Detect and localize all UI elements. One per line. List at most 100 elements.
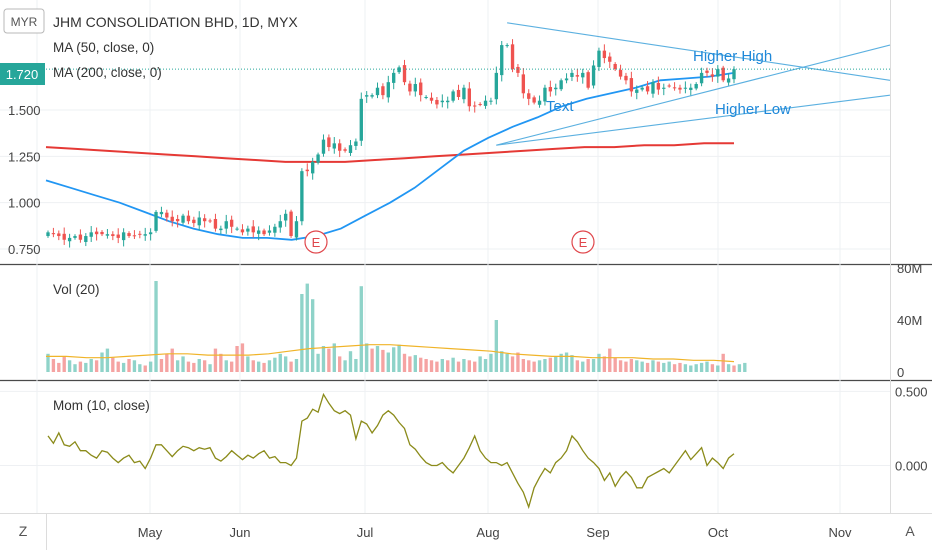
momentum-tick-label: 0.000 <box>895 459 928 474</box>
volume-bar <box>602 356 607 372</box>
volume-bar <box>67 360 72 372</box>
volume-bar <box>121 362 126 372</box>
volume-bar <box>327 348 331 372</box>
volume-bar <box>154 281 158 372</box>
candle-body <box>300 171 304 222</box>
candle-body <box>370 95 374 97</box>
volume-bar <box>202 360 207 372</box>
momentum-legend[interactable]: Mom (10, close) <box>53 398 150 413</box>
candle-body <box>251 226 255 233</box>
volume-bar <box>148 361 153 372</box>
volume-bar <box>57 362 61 372</box>
candle-body <box>537 100 542 105</box>
volume-bars <box>46 281 747 372</box>
volume-bar <box>651 360 655 372</box>
volume-bar <box>305 283 309 372</box>
candle-body <box>635 89 639 93</box>
volume-bar <box>402 353 407 372</box>
candle-body <box>608 56 612 62</box>
candle-body <box>683 87 688 89</box>
higher-low-annotation[interactable]: Higher Low <box>715 101 791 118</box>
volume-bar <box>726 364 731 372</box>
volume-bar <box>143 365 147 372</box>
candle-body <box>732 69 736 80</box>
candle-body <box>246 228 250 232</box>
volume-bar <box>365 343 369 372</box>
currency-badge[interactable] <box>3 8 45 34</box>
candle-body <box>699 72 704 84</box>
volume-tick-label: 80M <box>897 261 922 276</box>
earnings-marker[interactable] <box>304 230 328 254</box>
volume-bar <box>435 361 439 372</box>
candle-body <box>672 87 677 89</box>
volume-bar <box>618 360 623 372</box>
time-tick-label: Aug <box>476 525 499 540</box>
text-annotation[interactable]: Text <box>546 98 574 115</box>
ma200-line <box>45 142 734 163</box>
auto-scale-button[interactable]: A <box>905 523 915 539</box>
candle-body <box>440 100 444 103</box>
last-price-value: 1.720 <box>6 67 39 82</box>
volume-bar <box>732 365 736 372</box>
candle-body <box>435 99 439 105</box>
candle-body <box>462 87 466 100</box>
trendlines[interactable] <box>496 22 891 146</box>
volume-bar <box>716 365 720 372</box>
ma50-legend[interactable]: MA (50, close, 0) <box>53 40 154 55</box>
candle-body <box>543 87 547 102</box>
volume-bar <box>240 343 245 372</box>
candle-body <box>143 234 147 236</box>
candle-body <box>710 74 715 77</box>
candle-body <box>527 93 531 99</box>
volume-bar <box>51 359 56 372</box>
volume-bar <box>608 348 612 372</box>
candle-body <box>256 230 261 234</box>
volume-bar <box>672 364 677 372</box>
candle-body <box>283 213 288 221</box>
volume-bar <box>62 356 66 372</box>
volume-bar <box>483 359 488 372</box>
candle-body <box>575 75 580 77</box>
candle-body <box>57 233 61 237</box>
volume-bar <box>489 353 493 372</box>
volume-bar <box>694 364 698 372</box>
candle-body <box>235 228 239 230</box>
volume-bar <box>613 357 617 372</box>
candle-body <box>338 143 342 151</box>
time-axis[interactable]: May Jun Jul Aug Sep Oct Nov <box>138 525 852 540</box>
candle-body <box>694 84 698 89</box>
candle-body <box>689 87 693 90</box>
zoom-button[interactable]: Z <box>19 523 28 539</box>
volume-bar <box>343 360 347 372</box>
candle-body <box>381 86 385 96</box>
volume-bar <box>219 353 223 372</box>
volume-bar <box>321 346 326 372</box>
candle-body <box>662 87 666 89</box>
candle-body <box>197 217 201 226</box>
volume-bar <box>516 352 520 372</box>
earnings-marker[interactable] <box>571 230 595 254</box>
candle-body <box>424 96 428 98</box>
candle-body <box>548 86 553 92</box>
candle-body <box>564 78 569 81</box>
volume-bar <box>413 355 417 372</box>
candle-body <box>716 69 720 77</box>
candle-body <box>46 232 50 237</box>
price-axis[interactable]: 0.750 1.000 1.250 1.500 80M 40M 0 0.500 0.000 <box>8 103 928 474</box>
volume-bar <box>111 357 115 372</box>
candle-body <box>127 233 131 237</box>
volume-bar <box>710 364 715 372</box>
candle-body <box>359 98 363 141</box>
candle-body <box>451 91 455 101</box>
candle-body <box>289 211 293 237</box>
volume-legend[interactable]: Vol (20) <box>53 282 100 297</box>
candle-body <box>213 218 218 229</box>
higher-high-annotation[interactable]: Higher High <box>693 48 772 65</box>
candle-body <box>521 74 526 94</box>
volume-bar <box>170 348 174 372</box>
candle-body <box>100 231 104 235</box>
ma200-legend[interactable]: MA (200, close, 0) <box>53 65 162 80</box>
candle-body <box>602 50 607 59</box>
volume-bar <box>581 361 585 372</box>
